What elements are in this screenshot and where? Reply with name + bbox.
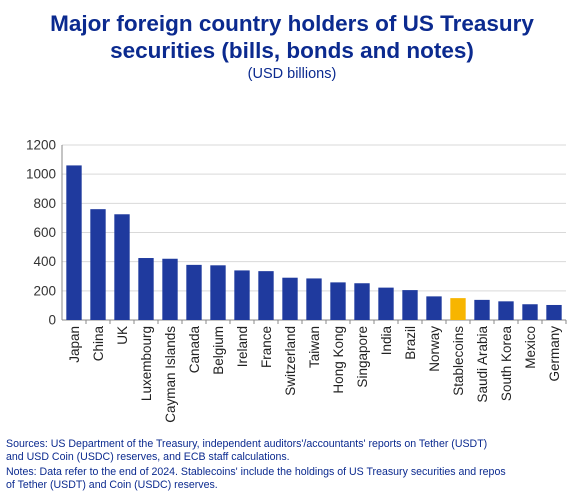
y-tick-label: 600 [33,225,56,240]
x-tick-label: Ireland [235,326,250,367]
y-tick-label: 800 [33,196,56,211]
y-tick-label: 200 [33,283,56,298]
bar-cayman-islands [162,258,178,320]
x-tick-label: Luxembourg [139,326,154,401]
bar-south-korea [498,301,514,320]
bar-singapore [354,283,370,320]
bar-luxembourg [138,258,154,320]
sources-note-line2: and USD Coin (USDC) reserves, and ECB st… [6,451,290,463]
bar-saudi-arabia [474,299,490,320]
bar-norway [426,296,442,320]
x-tick-label: Mexico [523,326,538,369]
x-tick-label: Singapore [355,326,370,388]
bar-stablecoins [450,298,466,320]
x-tick-label: Belgium [211,326,226,375]
bar-canada [186,264,202,320]
x-tick-label: Norway [427,326,442,372]
bar-france [258,271,274,320]
bar-china [90,209,106,320]
bar-germany [546,304,562,320]
notes-line1: Notes: Data refer to the end of 2024. St… [6,466,506,478]
x-tick-label: Canada [187,326,202,374]
x-tick-label: China [91,326,106,362]
bar-japan [66,165,82,320]
x-tick-label: France [259,326,274,368]
bar-uk [114,214,130,320]
y-tick-label: 1000 [26,167,56,182]
bar-taiwan [306,278,322,320]
x-tick-label: Switzerland [283,326,298,396]
chart-title-line2: securities (bills, bonds and notes) [110,38,474,63]
x-tick-label: India [379,326,394,356]
x-tick-label: South Korea [499,326,514,402]
bar-brazil [402,290,418,320]
x-tick-label: UK [115,326,130,345]
bar-hong-kong [330,282,346,320]
notes-line2: of Tether (USDT) and Coin (USDC) reserve… [6,479,218,491]
chart-subtitle: (USD billions) [247,66,337,82]
x-tick-label: Brazil [403,326,418,360]
x-tick-label: Saudi Arabia [475,326,490,403]
y-tick-label: 0 [48,313,56,328]
y-tick-label: 1200 [26,138,56,153]
sources-note-line1: Sources: US Department of the Treasury, … [6,438,488,450]
x-tick-label: Stablecoins [451,326,466,396]
chart-title-line1: Major foreign country holders of US Trea… [50,11,534,36]
x-tick-label: Taiwan [307,326,322,368]
x-tick-label: Cayman Islands [163,326,178,423]
bar-india [378,287,394,320]
x-tick-label: Germany [547,326,562,382]
bar-belgium [210,265,226,320]
x-tick-label: Hong Kong [331,326,346,394]
x-tick-label: Japan [67,326,82,363]
y-tick-label: 400 [33,254,56,269]
bar-switzerland [282,277,298,320]
bar-ireland [234,270,250,320]
bar-mexico [522,304,538,320]
